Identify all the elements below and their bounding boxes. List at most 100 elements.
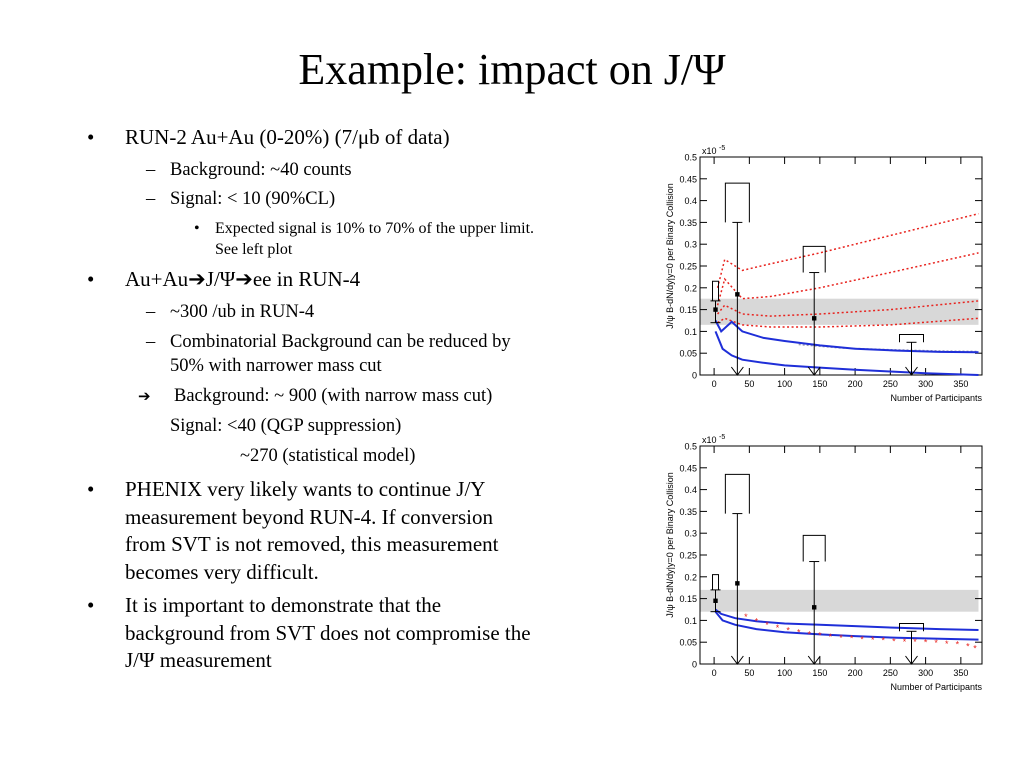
x-tick-label: 50 <box>744 379 754 389</box>
sys-bracket <box>712 574 720 590</box>
x-tick-label: 0 <box>712 379 717 389</box>
sys-bracket <box>899 622 924 632</box>
y-tick-label: 0.45 <box>679 463 697 473</box>
model-band <box>700 589 979 612</box>
phenix-line3: from SVT is not removed, this measuremen… <box>125 532 499 556</box>
bullet-signal: Signal: < 10 (90%CL) <box>146 187 610 211</box>
x-tick-label: 100 <box>777 668 792 678</box>
y-tick-label: 0.1 <box>684 616 697 626</box>
model-marker: * <box>744 612 748 622</box>
model-band <box>700 298 979 325</box>
series-line <box>716 212 979 288</box>
y-tick-label: 0.25 <box>679 551 697 561</box>
model-marker: * <box>913 637 917 647</box>
x-tick-label: 200 <box>848 379 863 389</box>
model-marker: * <box>903 637 907 647</box>
x-tick-label: 200 <box>848 668 863 678</box>
y-tick-label: 0.05 <box>679 349 697 359</box>
model-marker: * <box>892 636 896 646</box>
series-line <box>714 331 979 376</box>
model-marker: * <box>818 631 822 641</box>
y-tick-label: 0.05 <box>679 638 697 648</box>
y-tick-label: 0 <box>692 660 697 670</box>
combinatorial-line2: 50% with narrower mass cut <box>170 356 382 376</box>
plot-bottom: 0 0.05 0.1 0.15 0.2 0.25 0.3 0.35 0.4 0.45 0.5 0 50 1… <box>652 432 992 694</box>
x-tick-label: 350 <box>953 379 968 389</box>
bullet-phenix: PHENIX very likely wants to continue J/Y… <box>87 476 625 586</box>
x-tick-label: 300 <box>918 379 933 389</box>
bullet-expected-signal: Expected signal is 10% to 70% of the upp… <box>194 218 625 260</box>
bullet-run2: RUN-2 Au+Au (0-20%) (7/μb of data) <box>87 124 625 152</box>
y-tick-label: 0.35 <box>679 507 697 517</box>
slide-title: Example: impact on J/Ψ <box>298 45 726 94</box>
y-tick-label: 0.3 <box>684 240 697 250</box>
sys-bracket <box>802 534 826 562</box>
y-tick-label: 0.45 <box>679 174 697 184</box>
x-tick-label: 250 <box>883 379 898 389</box>
plot-top: 0 0.05 0.1 0.15 0.2 0.25 0.3 0.35 0.4 0.45 0.5 0 50 1… <box>652 143 992 405</box>
model-marker: * <box>776 623 780 633</box>
model-marker: * <box>956 639 960 649</box>
x-tick-label: 100 <box>777 379 792 389</box>
data-point <box>812 316 817 321</box>
x-tick-label: 250 <box>883 668 898 678</box>
plot-frame <box>699 445 983 665</box>
signal-stat-model-line: ~270 (statistical model) <box>240 446 416 466</box>
bullet-background: Background: ~40 counts <box>146 158 610 182</box>
model-marker: * <box>945 639 949 649</box>
chart-top: 0 0.05 0.1 0.15 0.2 0.25 0.3 0.35 0.4 0.45 0.5 0 50 1… <box>665 145 983 403</box>
bullet-narrow-cut: Background: ~ 900 (with narrow mass cut) <box>138 384 614 408</box>
y-tick-label: 0.15 <box>679 305 697 315</box>
model-marker: * <box>966 642 970 652</box>
model-marker: * <box>755 616 759 626</box>
upper-limit-arrow <box>807 655 821 665</box>
chart-bottom: 0 0.05 0.1 0.15 0.2 0.25 0.3 0.35 0.4 0.45 0.5 0 50 1… <box>665 434 983 692</box>
model-marker: * <box>765 620 769 630</box>
y-tick-label: 0.4 <box>684 485 697 495</box>
model-marker: * <box>797 628 801 638</box>
x-tick-label: 0 <box>712 668 717 678</box>
expected-signal-line1: Expected signal is 10% to 70% of the upp… <box>215 220 535 237</box>
y-tick-label: 0.1 <box>684 327 697 337</box>
model-marker: * <box>808 629 812 639</box>
y-axis-title: J/ψ B-dN/dy|y=0 per Binary Collision <box>665 472 675 618</box>
y-tick-label: 0.15 <box>679 594 697 604</box>
upper-limit-arrow <box>807 366 821 376</box>
x-axis-title: Number of Participants <box>890 393 982 403</box>
y-exponent-power: -5 <box>719 434 725 441</box>
series-line <box>717 300 979 317</box>
data-point <box>735 581 740 586</box>
model-marker: * <box>829 632 833 642</box>
signal-qgp-line: Signal: <40 (QGP suppression) <box>170 416 402 436</box>
phenix-line4: becomes very difficult. <box>125 559 319 584</box>
series-line <box>714 608 979 631</box>
sys-bracket <box>724 182 750 223</box>
bullet-run4: Au+Au➔J/Ψ➔ee in RUN-4 <box>87 266 625 294</box>
model-marker: * <box>850 634 854 644</box>
bullet-list: RUN-2 Au+Au (0-20%) (7/μb of data) Backg… <box>0 0 640 768</box>
series-line <box>714 320 979 354</box>
y-tick-label: 0.2 <box>684 283 697 293</box>
plot-frame <box>699 156 983 376</box>
expected-signal-line2: See left plot <box>215 241 293 258</box>
phenix-line2: measurement beyond RUN-4. If conversion <box>125 504 493 529</box>
x-tick-label: 350 <box>953 668 968 678</box>
upper-limit-arrow <box>730 655 744 665</box>
bullet-combinatorial: Combinatorial Background can be reduced … <box>146 330 610 378</box>
model-marker: * <box>924 638 928 648</box>
sys-bracket <box>899 333 924 343</box>
model-marker: * <box>871 635 875 645</box>
y-exponent-power: -5 <box>719 145 725 152</box>
y-tick-label: 0.5 <box>684 153 697 163</box>
sys-bracket <box>724 473 750 514</box>
model-marker: * <box>973 644 977 654</box>
y-exponent-label: x10 <box>702 435 717 445</box>
model-marker: * <box>786 625 790 635</box>
combinatorial-line1: Combinatorial Background can be reduced … <box>170 332 511 352</box>
model-marker: * <box>934 638 938 648</box>
upper-limit-arrow <box>905 366 918 376</box>
y-tick-label: 0.4 <box>684 196 697 206</box>
y-tick-label: 0.25 <box>679 262 697 272</box>
series-line <box>716 252 979 306</box>
bullet-svt-background: It is important to demonstrate that the … <box>87 592 625 675</box>
